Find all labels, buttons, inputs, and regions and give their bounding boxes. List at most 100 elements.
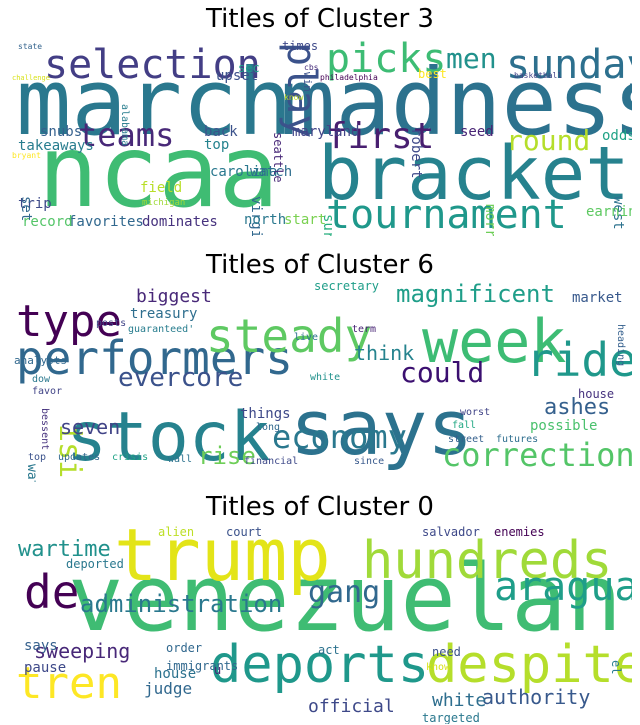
word-michigan: michigan <box>142 198 185 208</box>
word-odds: odds <box>602 128 632 144</box>
word-bessent: bessent <box>39 408 50 450</box>
word-de: de <box>24 565 79 619</box>
word-robert: robert <box>408 128 424 179</box>
word-says: says <box>24 638 58 654</box>
word-virginia: virginia <box>248 196 264 236</box>
word-top: top <box>28 452 46 463</box>
word-need: need <box>432 645 461 659</box>
word-u: u <box>214 663 221 677</box>
word-know: know <box>284 93 303 102</box>
word-takeaways: takeaways <box>18 138 94 154</box>
word-updates: updates <box>58 452 100 463</box>
word-hundreds: hundreds <box>362 531 612 591</box>
word-court: court <box>226 525 262 539</box>
word-seed: seed <box>460 124 494 140</box>
word-stock: stock <box>66 398 271 477</box>
word-favorites: favorites <box>68 214 144 230</box>
word-sweeping: sweeping <box>34 639 130 663</box>
word-trip: trip <box>18 196 52 212</box>
word-dominates: dominates <box>142 214 218 230</box>
cluster-6-panel: Titles of Cluster 6 stock says week perform… <box>0 240 640 482</box>
word-possible: possible <box>530 418 597 434</box>
cluster-3-title: Titles of Cluster 3 <box>206 4 434 34</box>
word-despite: despite <box>426 635 632 695</box>
word-seven: seven <box>60 415 120 439</box>
word-secretary: secretary <box>314 282 379 293</box>
word-administration: administration <box>80 590 282 618</box>
word-think: think <box>354 341 414 365</box>
word-carolina: carolina <box>210 164 277 180</box>
word-week: week <box>422 307 567 377</box>
word-tournament: tournament <box>326 192 567 236</box>
cluster-6-wordcloud: stock says week performers steady type economy… <box>8 282 632 482</box>
word-picks: picks <box>326 36 446 82</box>
word-march: march <box>16 49 293 156</box>
word-pause: pause <box>24 660 66 676</box>
word-round: round <box>506 124 590 157</box>
word-posts: posts <box>96 318 126 329</box>
word-times: times <box>282 39 318 53</box>
word-play: play <box>278 42 324 138</box>
word-since: since <box>354 456 384 467</box>
word-treasury: treasury <box>130 306 197 322</box>
word-financial: financial <box>244 456 298 467</box>
word-field: field <box>140 180 182 196</box>
word-isi: isi <box>52 424 87 478</box>
word-cbs: cbs <box>304 63 319 72</box>
word-alien: alien <box>158 525 194 539</box>
cluster-0-title: Titles of Cluster 0 <box>206 492 434 522</box>
word-record: record <box>22 214 73 230</box>
cluster-0-wordcloud: venezuelan trump hundreds deports despite ara… <box>8 524 632 724</box>
word-best: best <box>418 67 447 81</box>
word-rise: rise <box>198 442 256 470</box>
word-crisis: crisis <box>112 452 148 463</box>
word-futures: futures <box>496 434 538 445</box>
word-back: back <box>204 124 238 140</box>
word-north: north <box>244 212 286 228</box>
word-philadelphia: philadelphia <box>320 73 378 82</box>
cluster-3-wordcloud: march madness ncaa bracket tournament selecti… <box>8 36 632 236</box>
word-house: house <box>578 387 614 401</box>
word-steady: steady <box>206 309 372 363</box>
word-top: top <box>204 137 229 153</box>
word-wall: wall <box>168 454 192 465</box>
word-sec: sec <box>238 61 260 75</box>
word-basketball: basketball <box>514 71 562 80</box>
word-term: term <box>352 324 376 335</box>
word-white: white <box>310 372 340 383</box>
word-deported: deported <box>66 557 124 571</box>
word-west: west <box>610 196 626 230</box>
word-salvador: salvador <box>422 525 480 539</box>
word-deports: deports <box>210 635 429 695</box>
word-act: act <box>318 643 340 657</box>
word-house: house <box>154 666 196 682</box>
word-watch: watch <box>250 164 292 180</box>
word-heading: heading <box>615 324 626 366</box>
word-know: know <box>426 662 451 673</box>
word-seattle: seattle <box>271 132 285 183</box>
word-evercore: evercore <box>118 363 243 393</box>
word-fall: fall <box>452 420 476 431</box>
word-earning: earning <box>586 204 632 220</box>
word-dow: dow <box>32 374 51 385</box>
word-guaranteed: guaranteed' <box>128 324 194 335</box>
word-state: state <box>18 42 42 51</box>
word-morris: morris <box>482 204 498 236</box>
word-performers: performers <box>16 331 293 385</box>
word-things: things <box>240 406 291 422</box>
word-win: win <box>301 72 314 92</box>
word-alabama: alabama <box>119 104 130 146</box>
word-type: type <box>16 296 122 347</box>
word-wartime: wartime <box>18 537 111 562</box>
word-first: first <box>326 116 434 157</box>
word-sunday: sunday <box>506 42 632 88</box>
word-teams: teams <box>78 116 174 154</box>
word-madness: madness <box>280 49 632 156</box>
word-says: says <box>290 383 473 472</box>
word-venezuelan: venezuelan <box>68 545 622 652</box>
word-analysts: analysts <box>14 354 67 367</box>
word-worst: worst <box>460 407 490 418</box>
word-correction: correction <box>442 436 632 474</box>
word-judge: judge <box>144 679 192 698</box>
